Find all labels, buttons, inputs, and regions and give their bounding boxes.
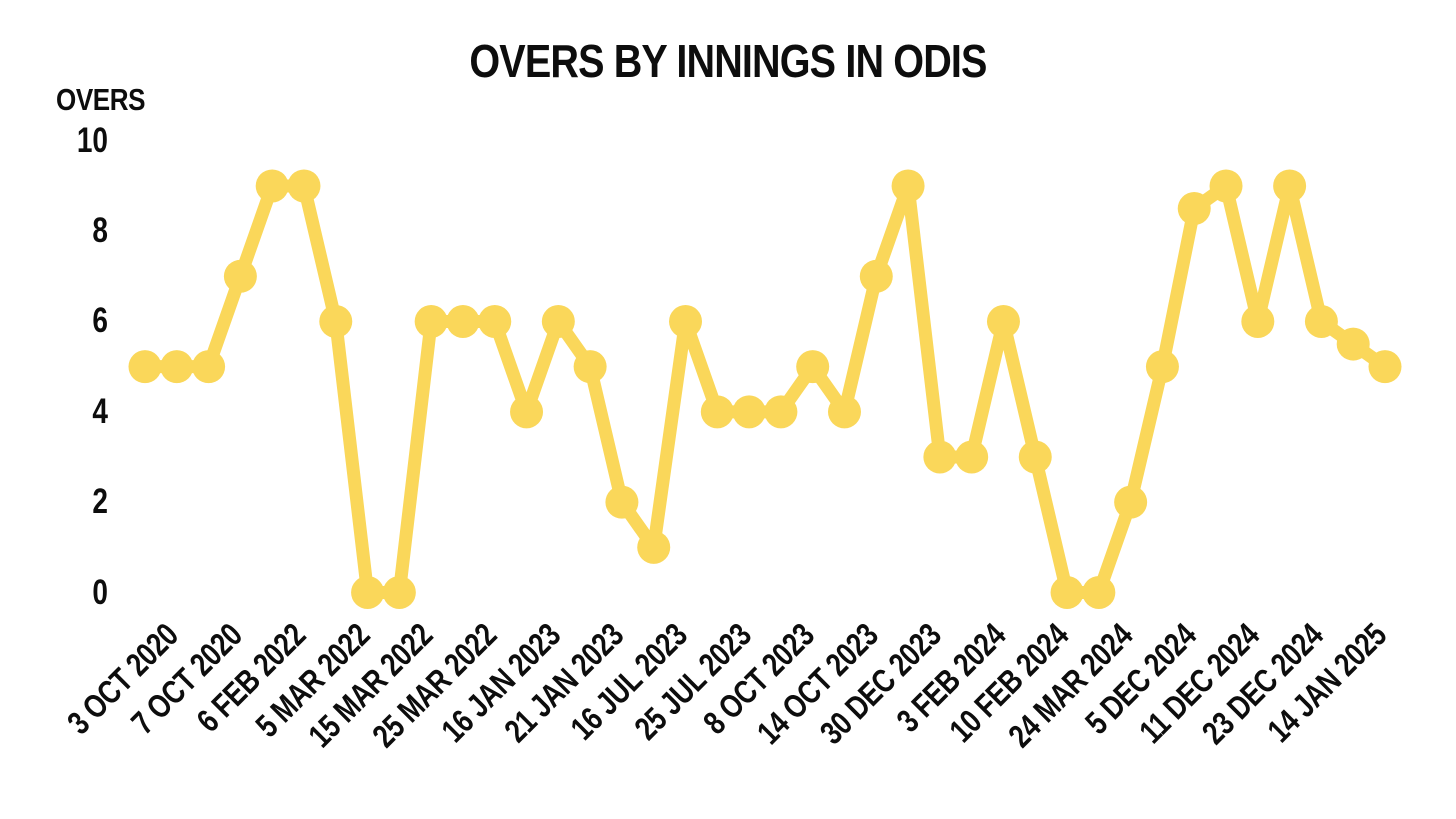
- data-point-marker: [541, 304, 575, 338]
- data-point-marker: [287, 169, 321, 203]
- data-point-marker: [827, 395, 861, 429]
- data-point-marker: [319, 304, 353, 338]
- y-tick-label: 8: [92, 211, 108, 251]
- y-tick-label: 6: [92, 301, 108, 341]
- data-point-marker: [1177, 192, 1211, 226]
- series-line: [138, 179, 1392, 599]
- data-point-marker: [700, 395, 734, 429]
- y-tick-label: 10: [76, 120, 108, 160]
- data-point-marker: [669, 304, 703, 338]
- data-point-marker: [446, 304, 480, 338]
- data-point-marker: [192, 350, 226, 384]
- data-point-marker: [1273, 169, 1307, 203]
- data-point-marker: [1241, 304, 1275, 338]
- data-point-marker: [351, 576, 385, 609]
- data-point-marker: [1336, 327, 1370, 361]
- chart-title: OVERS BY INNINGS IN ODIS: [469, 35, 987, 87]
- data-point-marker: [1368, 350, 1402, 384]
- data-point-marker: [1114, 485, 1148, 519]
- data-point-marker: [637, 530, 671, 564]
- y-tick-label: 0: [92, 572, 108, 612]
- y-tick-label: 2: [92, 482, 108, 522]
- data-point-marker: [1050, 576, 1084, 609]
- data-point-marker: [510, 395, 544, 429]
- data-point-marker: [796, 350, 830, 384]
- data-point-marker: [764, 395, 798, 429]
- y-axis-title: OVERS: [56, 82, 146, 117]
- data-point-marker: [255, 169, 289, 203]
- data-point-marker: [382, 576, 416, 609]
- data-point-marker: [605, 485, 639, 519]
- data-point-marker: [414, 304, 448, 338]
- data-point-marker: [732, 395, 766, 429]
- data-point-marker: [955, 440, 989, 474]
- data-point-marker: [223, 259, 257, 293]
- y-tick-label: 4: [92, 391, 108, 431]
- data-point-marker: [859, 259, 893, 293]
- data-point-marker: [478, 304, 512, 338]
- data-point-marker: [1209, 169, 1243, 203]
- data-point-marker: [891, 169, 925, 203]
- data-point-marker: [1082, 576, 1116, 609]
- data-point-marker: [1145, 350, 1179, 384]
- data-point-marker: [1018, 440, 1052, 474]
- data-point-marker: [1304, 304, 1338, 338]
- data-point-marker: [923, 440, 957, 474]
- data-point-marker: [128, 350, 162, 384]
- data-point-marker: [160, 350, 194, 384]
- data-point-marker: [986, 304, 1020, 338]
- data-point-marker: [573, 350, 607, 384]
